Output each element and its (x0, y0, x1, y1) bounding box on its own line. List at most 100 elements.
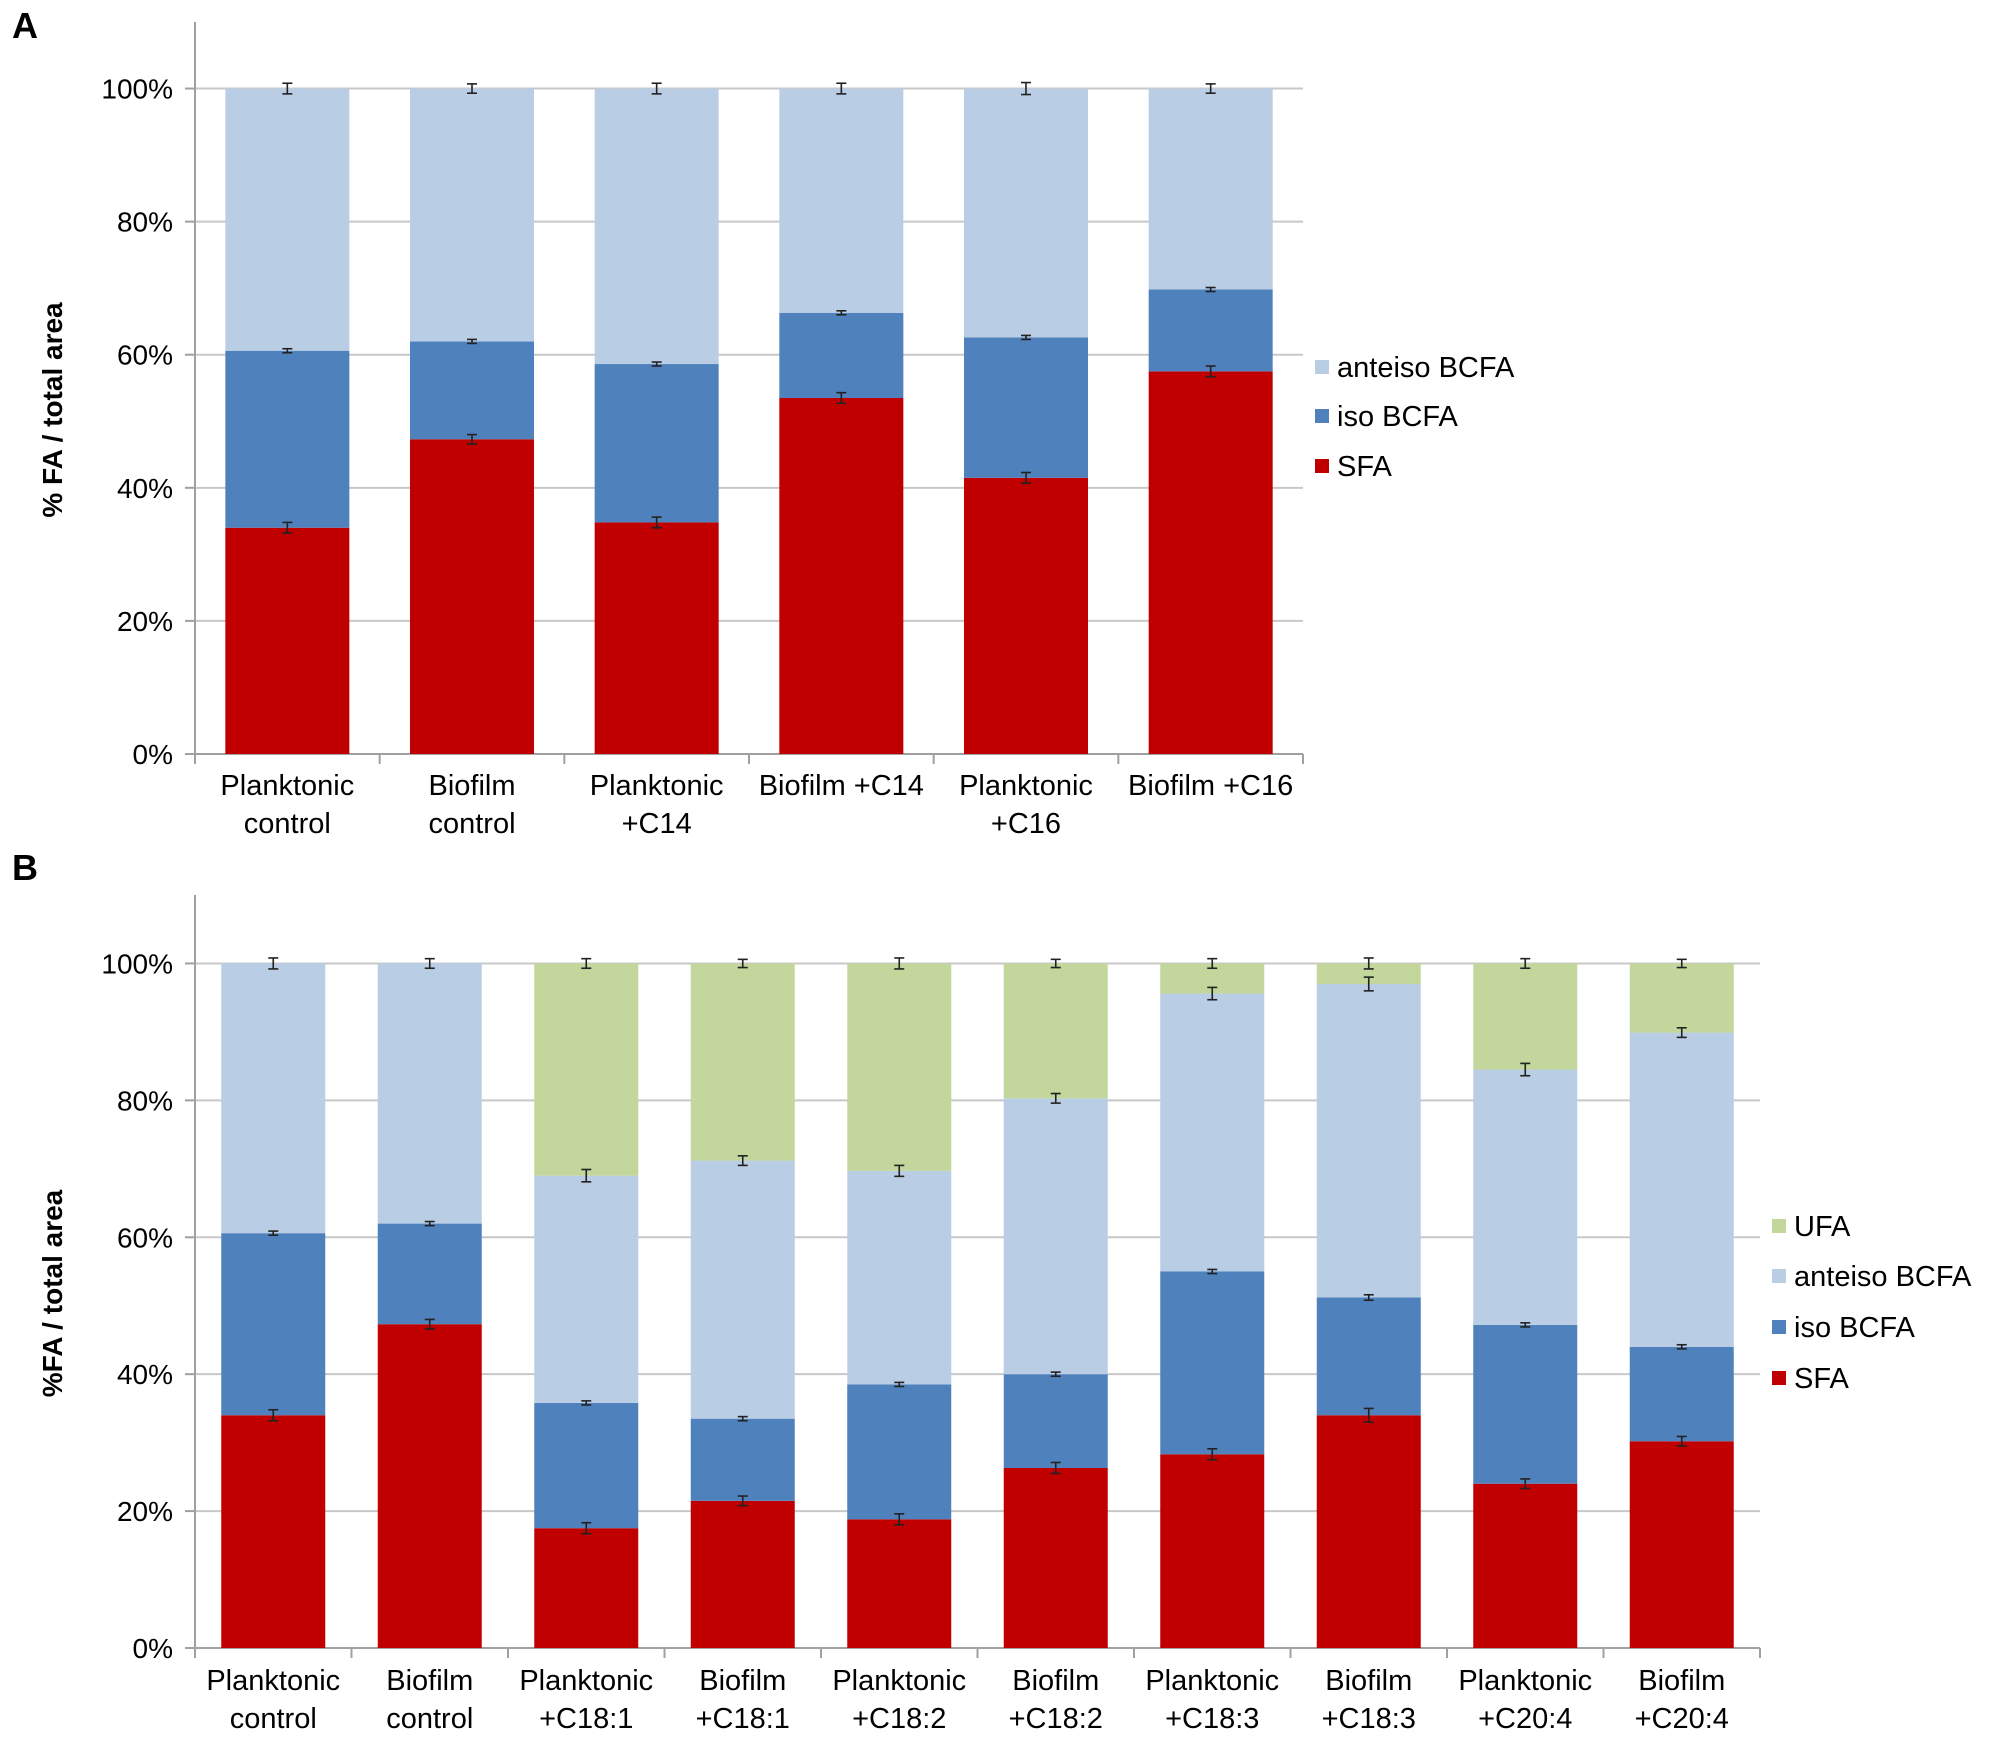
panel-b-error-bar (1050, 1461, 1061, 1475)
panel-b-error-bar (1363, 957, 1374, 970)
panel-b-legend-item-ufa: UFA (1772, 1211, 1851, 1243)
panel-b-y-axis-title: %FA / total area (37, 1189, 68, 1397)
panel-a-y-tick-label: 20% (117, 606, 173, 637)
panel-b-legend-label: UFA (1794, 1211, 1851, 1243)
panel-b-error-bar (581, 1400, 592, 1406)
panel-a-error-bar (651, 516, 662, 529)
panel-b-error-bar (1207, 1447, 1218, 1461)
panel-a-bar-anteiso-bcfa-3 (594, 88, 719, 365)
panel-b-bar-iso-bcfa-10 (1629, 1346, 1734, 1442)
panel-a-legend-label: iso BCFA (1337, 401, 1459, 433)
panel-a-category-label-5: Planktonic +C16 (959, 770, 1093, 840)
panel-b-error-bar (1050, 958, 1061, 969)
panel-b-bar-anteiso-bcfa-10 (1629, 1032, 1734, 1347)
panel-b-error-bar (894, 1164, 905, 1178)
panel-a-category-label-3: Planktonic +C14 (590, 770, 724, 840)
panel-b-legend-swatch (1772, 1320, 1786, 1334)
panel-b-category-label-2: Biofilm control (386, 1665, 473, 1735)
panel-b-error-bar (268, 957, 279, 970)
panel-b-error-bar (737, 958, 748, 969)
panel-b-category-label-6: Biofilm +C18:2 (1009, 1665, 1103, 1735)
panel-b-error-bar (581, 957, 592, 970)
panel-a-bar-sfa-4 (779, 397, 904, 754)
panel-b-bar-anteiso-bcfa-3 (534, 1175, 639, 1403)
panel-a-legend-item-anteiso-bcfa: anteiso BCFA (1315, 352, 1515, 384)
panel-b-error-bar (894, 1513, 905, 1526)
panel-b-error-bar (1520, 1062, 1531, 1077)
panel-a-error-bar (651, 82, 662, 95)
panel-b-bar-anteiso-bcfa-6 (1003, 1098, 1108, 1375)
panel-b-category-label-10: Biofilm +C20:4 (1635, 1665, 1729, 1735)
panel-b-error-bar (894, 1381, 905, 1388)
panel-a-bar-iso-bcfa-3 (594, 364, 719, 523)
panel-a-bar-anteiso-bcfa-5 (964, 88, 1088, 338)
panel-a-y-tick-label: 100% (101, 74, 173, 105)
panel-b-y-tick-label: 0% (133, 1633, 173, 1664)
panel-a-bar-iso-bcfa-5 (964, 337, 1088, 478)
panel-a-error-bar (467, 433, 477, 445)
panel-a-category-label-6: Biofilm +C16 (1128, 770, 1293, 802)
panel-a-legend-label: SFA (1337, 451, 1392, 483)
panel-b-bar-sfa-4 (690, 1500, 795, 1648)
panel-b-error-bar (1050, 1371, 1061, 1378)
chart-a: 0% 20% 40% 60% 80% 100% Planktonic control Biofi… (37, 22, 1515, 840)
panel-b-bar-ufa-9 (1473, 963, 1578, 1070)
panel-b-bar-iso-bcfa-8 (1316, 1297, 1421, 1416)
panel-b-bar-iso-bcfa-7 (1160, 1271, 1265, 1455)
panel-b-error-bar (737, 1495, 748, 1507)
panel-a-bar-sfa-1 (225, 527, 350, 754)
panel-b-bar-sfa-5 (847, 1519, 952, 1648)
panel-a-error-bar (467, 338, 477, 345)
panel-b-bar-iso-bcfa-9 (1473, 1324, 1578, 1484)
panel-b-error-bar (1676, 1027, 1687, 1039)
panel-b-bar-anteiso-bcfa-7 (1160, 993, 1265, 1272)
panel-b-bar-anteiso-bcfa-8 (1316, 983, 1421, 1298)
panel-a-letter: A (12, 5, 38, 46)
panel-a-bar-anteiso-bcfa-1 (225, 88, 350, 351)
panel-b-bar-iso-bcfa-3 (534, 1402, 639, 1529)
panel-a-bar-sfa-2 (410, 439, 534, 754)
panel-b-bar-ufa-6 (1003, 963, 1108, 1099)
panel-b-bar-sfa-8 (1316, 1415, 1421, 1648)
panel-b-bar-sfa-9 (1473, 1483, 1578, 1648)
panel-a-y-tick-label: 40% (117, 473, 173, 504)
panel-a-bar-sfa-3 (594, 522, 719, 754)
panel-a-error-bar (1021, 471, 1031, 484)
panel-b-bar-anteiso-bcfa-2 (377, 963, 482, 1224)
panel-b-legend-label: SFA (1794, 1363, 1849, 1395)
panel-b-bar-anteiso-bcfa-4 (690, 1160, 795, 1419)
panel-b-bar-ufa-5 (847, 963, 952, 1171)
panel-b-error-bar (1676, 958, 1687, 969)
panel-b-error-bar (1520, 1322, 1531, 1328)
panel-a-legend-label: anteiso BCFA (1337, 352, 1515, 384)
panel-b-error-bar (1520, 1478, 1531, 1490)
panel-b-y-tick-label: 40% (117, 1359, 173, 1390)
panel-b-error-bar (268, 1230, 279, 1237)
panel-a-error-bar (1205, 286, 1216, 293)
panel-b-error-bar (424, 1318, 435, 1330)
panel-b-error-bar (424, 957, 435, 970)
panel-b-error-bar (581, 1168, 592, 1183)
panel-b-category-label-5: Planktonic +C18:2 (832, 1665, 966, 1735)
panel-a-y-axis-title: % FA / total area (37, 302, 68, 518)
panel-a-y-tick-label: 60% (117, 340, 173, 371)
panel-b-error-bar (1676, 1343, 1687, 1350)
panel-b-error-bar (1207, 986, 1218, 1001)
panel-a-category-label-2: Biofilm control (428, 770, 515, 840)
panel-a-legend-item-sfa: SFA (1315, 451, 1392, 483)
panel-b-bar-sfa-1 (221, 1415, 326, 1648)
panel-b-bar-sfa-2 (377, 1324, 482, 1648)
panel-b-y-tick-label: 100% (101, 948, 173, 979)
panel-a-error-bar (1021, 334, 1031, 341)
panel-a-bar-iso-bcfa-2 (410, 341, 534, 440)
panel-b-error-bar (268, 1408, 279, 1422)
panel-b-bar-anteiso-bcfa-5 (847, 1170, 952, 1385)
panel-a-bar-anteiso-bcfa-4 (779, 88, 904, 313)
panel-b-category-label-9: Planktonic +C20:4 (1458, 1665, 1592, 1735)
panel-a-error-bar (651, 361, 662, 367)
panel-a-error-bar (282, 521, 293, 534)
panel-a-legend-swatch (1315, 459, 1329, 473)
panel-b-bar-sfa-7 (1160, 1454, 1265, 1648)
panel-a-legend-swatch (1315, 360, 1329, 374)
panel-a-error-bar (1021, 81, 1031, 96)
